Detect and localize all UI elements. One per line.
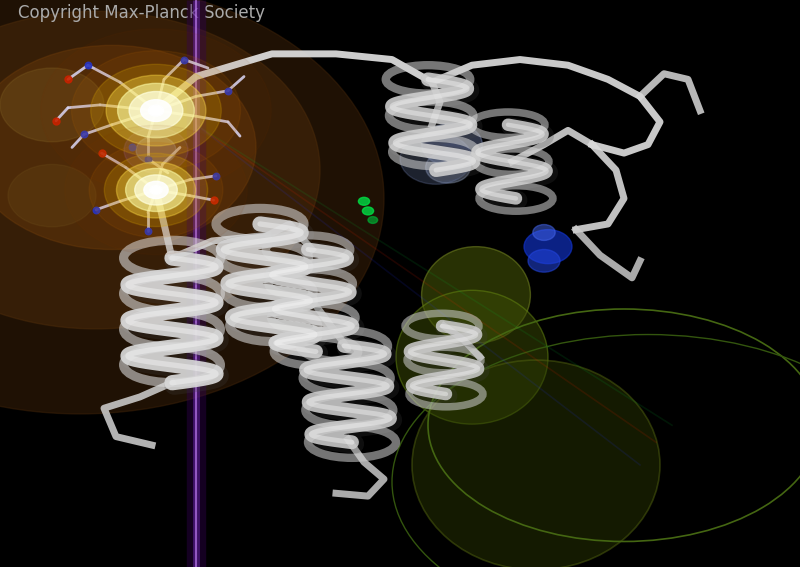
Circle shape <box>528 249 560 272</box>
Circle shape <box>148 105 164 116</box>
Circle shape <box>136 136 176 164</box>
Circle shape <box>0 68 104 142</box>
Circle shape <box>533 225 555 240</box>
Circle shape <box>89 142 223 238</box>
Circle shape <box>134 175 178 205</box>
Circle shape <box>150 185 162 194</box>
Point <box>82 61 94 70</box>
Circle shape <box>106 75 206 146</box>
Circle shape <box>41 29 271 192</box>
Circle shape <box>368 217 378 223</box>
Circle shape <box>65 125 247 255</box>
Circle shape <box>0 0 384 414</box>
Circle shape <box>124 128 188 173</box>
Circle shape <box>0 11 320 329</box>
Point <box>90 205 102 214</box>
Point <box>78 130 90 139</box>
Circle shape <box>104 153 208 227</box>
Point <box>126 143 138 152</box>
Ellipse shape <box>422 247 530 343</box>
Circle shape <box>126 168 186 211</box>
Circle shape <box>90 64 222 157</box>
Text: Copyright Max-Planck Society: Copyright Max-Planck Society <box>18 3 265 22</box>
Point <box>95 149 108 158</box>
Ellipse shape <box>396 290 548 424</box>
Circle shape <box>129 91 183 130</box>
Circle shape <box>362 207 374 215</box>
Circle shape <box>426 151 470 183</box>
Point <box>62 75 74 84</box>
Circle shape <box>524 230 572 264</box>
Circle shape <box>0 45 256 249</box>
Point <box>50 116 62 125</box>
Point <box>142 154 154 163</box>
Point <box>210 171 222 180</box>
Circle shape <box>117 162 195 218</box>
Circle shape <box>358 197 370 205</box>
Circle shape <box>8 164 96 227</box>
Ellipse shape <box>412 360 660 567</box>
Circle shape <box>422 123 482 166</box>
Circle shape <box>400 133 472 184</box>
Point <box>207 196 220 205</box>
Point <box>178 55 190 64</box>
Point <box>222 86 234 95</box>
Point <box>142 226 154 235</box>
Circle shape <box>144 181 168 198</box>
Circle shape <box>71 50 241 171</box>
Circle shape <box>118 83 194 138</box>
Circle shape <box>141 100 171 121</box>
